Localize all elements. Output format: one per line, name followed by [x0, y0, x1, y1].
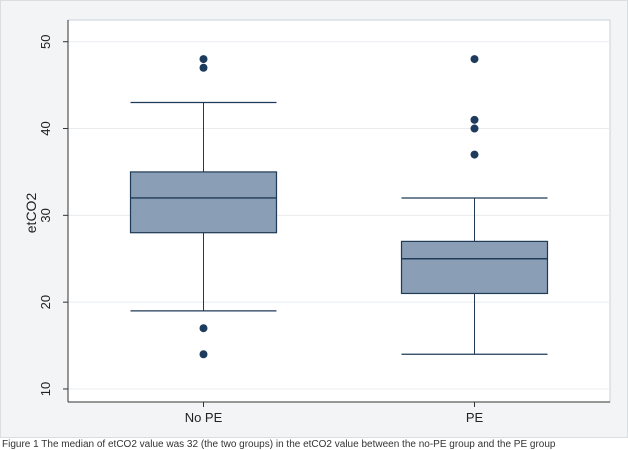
y-tick-label-50: 50 [38, 34, 53, 48]
figure-caption: Figure 1 The median of etCO2 value was 3… [2, 439, 556, 450]
outlier-no-pe-17 [199, 324, 208, 333]
box-no-pe [129, 171, 278, 234]
y-tick-label-20: 20 [38, 295, 53, 309]
outlier-pe-48 [470, 55, 479, 64]
outlier-no-pe-14 [199, 350, 208, 359]
plot-area: 10 20 30 40 50 No PE PE [38, 19, 611, 425]
outlier-pe-37 [470, 150, 479, 159]
x-tick-label-pe: PE [466, 410, 484, 425]
outlier-pe-41 [470, 115, 479, 124]
outlier-pe-40 [470, 124, 479, 133]
box-pe [400, 240, 549, 295]
outlier-no-pe-48 [199, 55, 208, 64]
y-tick-label-30: 30 [38, 208, 53, 222]
y-tick-label-40: 40 [38, 121, 53, 135]
outlier-no-pe-47 [199, 63, 208, 72]
x-tick-label-no-pe: No PE [185, 410, 223, 425]
y-tick-label-10: 10 [38, 382, 53, 396]
y-axis-label: etCO2 [23, 193, 39, 234]
